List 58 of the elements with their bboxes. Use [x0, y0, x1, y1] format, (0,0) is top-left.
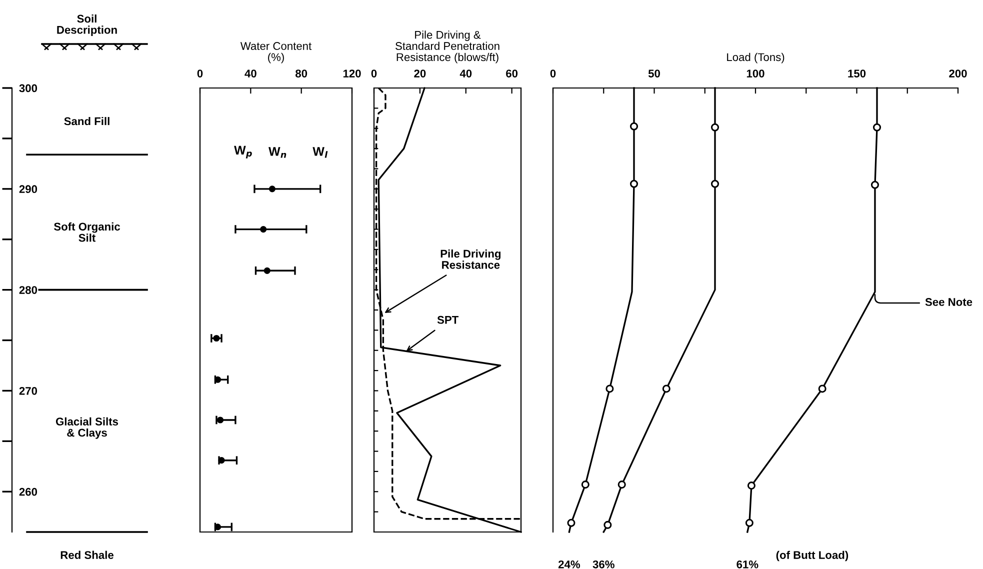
x-tick-label: 0 — [197, 70, 203, 78]
annotation: W$_{p}$ — [234, 146, 252, 158]
point — [214, 376, 222, 383]
x-axis-title: Load (Tons) — [727, 52, 784, 64]
point — [216, 416, 224, 424]
point — [662, 384, 670, 393]
annotation: W$_{n}$ — [268, 147, 286, 158]
annotation: See Note — [925, 298, 972, 306]
point — [630, 122, 638, 130]
annotation: SPT — [437, 316, 459, 324]
point — [630, 180, 638, 188]
y-tick-label: 290 — [19, 185, 38, 194]
x-tick-label: 200 — [949, 70, 967, 78]
annotation: Soft Organic Silt — [54, 222, 120, 242]
y-tick-label: 260 — [19, 488, 38, 496]
point — [618, 480, 626, 489]
x-tick-label: 120 — [343, 70, 361, 78]
x-tick-label: 20 — [414, 70, 426, 78]
x-tick-label: 0 — [550, 70, 556, 78]
x-tick-label: 80 — [296, 70, 308, 78]
point — [581, 480, 590, 489]
annotation: Sand Fill — [64, 117, 110, 126]
point — [260, 226, 267, 233]
x-axis-title: Pile Driving & Standard Penetration Resistance (blows/ft) — [396, 30, 500, 64]
annotation: 61% — [736, 560, 758, 568]
point — [710, 123, 720, 132]
x-tick-label: 40 — [244, 70, 256, 78]
text: Red Shale — [60, 550, 114, 559]
annotation: W$_{l}$ — [312, 147, 328, 158]
point — [567, 518, 576, 527]
text: (of Butt Load) — [776, 550, 848, 562]
y-tick-label: 280 — [19, 286, 38, 294]
point — [268, 186, 276, 192]
annotation: Pile Driving Resistance — [440, 249, 500, 269]
point — [213, 334, 220, 342]
x-tick-label: 0 — [371, 70, 377, 78]
chart-title: Soil Description — [57, 14, 117, 36]
point — [604, 520, 612, 529]
x-tick-label: 40 — [460, 70, 472, 78]
point — [872, 123, 882, 132]
y-tick-label: 300 — [19, 84, 38, 92]
x-tick-label: 100 — [746, 70, 764, 78]
point — [870, 180, 879, 189]
point — [264, 267, 270, 274]
point — [747, 482, 756, 490]
x-tick-label: 150 — [848, 70, 866, 78]
point — [818, 384, 826, 393]
x-tick-label: 60 — [506, 70, 518, 78]
x-axis-title: Water Content (%) — [240, 42, 312, 64]
point — [710, 180, 720, 188]
point — [606, 384, 614, 393]
x-tick-label: 50 — [648, 70, 660, 78]
annotation: 36% — [592, 560, 614, 568]
y-tick-label: 270 — [19, 386, 38, 395]
annotation: 24% — [558, 560, 580, 568]
point — [745, 518, 754, 527]
point — [218, 457, 225, 464]
annotation: Glacial Silts & Clays — [56, 417, 118, 439]
